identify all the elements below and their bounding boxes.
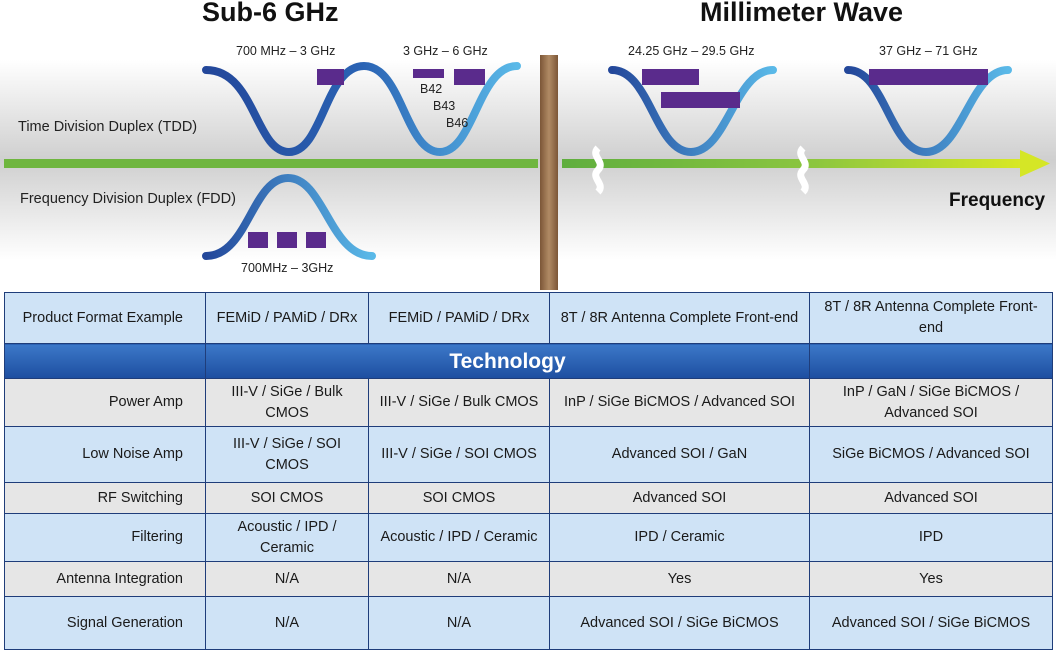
table-cell: SiGe BiCMOS / Advanced SOI — [809, 426, 1053, 483]
table-cell: SOI CMOS — [205, 482, 369, 514]
table-row: RF Switching SOI CMOS SOI CMOS Advanced … — [4, 482, 1053, 514]
band-label-b42: B42 — [420, 82, 443, 96]
table-row: Signal Generation N/A N/A Advanced SOI /… — [4, 596, 1053, 650]
table-cell: IPD — [809, 513, 1053, 562]
table-cell: Advanced SOI / GaN — [549, 426, 810, 483]
table-cell: III-V / SiGe / Bulk CMOS — [205, 378, 369, 427]
table-row: Power Amp III-V / SiGe / Bulk CMOS III-V… — [4, 378, 1053, 427]
range-mm-low: 24.25 GHz – 29.5 GHz — [628, 44, 755, 58]
axis-arrow — [1020, 150, 1050, 177]
fdd-label: Frequency Division Duplex (FDD) — [20, 191, 236, 207]
row-label: Product Format Example — [4, 292, 206, 344]
table-cell: Acoustic / IPD / Ceramic — [205, 513, 369, 562]
table-cell: IPD / Ceramic — [549, 513, 810, 562]
table-cell: Advanced SOI / SiGe BiCMOS — [549, 596, 810, 650]
fdd-curve — [202, 173, 376, 260]
technology-spacer — [4, 343, 206, 379]
range-sub6-low: 700 MHz – 3 GHz — [236, 44, 336, 58]
table-row: Antenna Integration N/A N/A Yes Yes — [4, 561, 1053, 597]
technology-header-row: Technology — [4, 343, 1053, 379]
table-cell: N/A — [205, 596, 369, 650]
frequency-label: Frequency — [949, 190, 1046, 211]
row-label: Signal Generation — [4, 596, 206, 650]
band-label-b46: B46 — [446, 116, 469, 130]
table-cell: III-V / SiGe / SOI CMOS — [368, 426, 550, 483]
range-mm-high: 37 GHz – 71 GHz — [879, 44, 978, 58]
technology-table: Product Format Example FEMiD / PAMiD / D… — [4, 292, 1053, 650]
mmwave-high-curve — [844, 66, 1012, 157]
table-cell: III-V / SiGe / Bulk CMOS — [368, 378, 550, 427]
axis-right — [562, 159, 1022, 168]
technology-heading: Technology — [205, 343, 810, 379]
divider — [540, 55, 558, 290]
break-mark-2 — [797, 145, 809, 195]
band-label-b43: B43 — [433, 99, 456, 113]
table-cell: FEMiD / PAMiD / DRx — [205, 292, 369, 344]
axis-left — [4, 159, 538, 168]
mmwave-title: Millimeter Wave — [700, 0, 904, 27]
technology-spacer — [809, 343, 1053, 379]
row-label: RF Switching — [4, 482, 206, 514]
table-cell: Advanced SOI — [809, 482, 1053, 514]
table-cell: InP / SiGe BiCMOS / Advanced SOI — [549, 378, 810, 427]
table-cell: InP / GaN / SiGe BiCMOS / Advanced SOI — [809, 378, 1053, 427]
band-blocks — [248, 69, 988, 248]
table-cell: Yes — [809, 561, 1053, 597]
row-label: Low Noise Amp — [4, 426, 206, 483]
table-cell: Yes — [549, 561, 810, 597]
range-fdd: 700MHz – 3GHz — [241, 261, 334, 275]
table-cell: Acoustic / IPD / Ceramic — [368, 513, 550, 562]
sub6-title: Sub-6 GHz — [202, 0, 339, 27]
table-row: Low Noise Amp III-V / SiGe / SOI CMOS II… — [4, 426, 1053, 483]
break-mark-1 — [592, 145, 604, 195]
product-format-row: Product Format Example FEMiD / PAMiD / D… — [4, 292, 1053, 344]
row-label: Power Amp — [4, 378, 206, 427]
table-cell: Advanced SOI / SiGe BiCMOS — [809, 596, 1053, 650]
table-cell: 8T / 8R Antenna Complete Front-end — [549, 292, 810, 344]
tdd-label: Time Division Duplex (TDD) — [18, 119, 198, 135]
row-label: Filtering — [4, 513, 206, 562]
spectrum-graphic — [0, 55, 1056, 290]
table-cell: N/A — [368, 561, 550, 597]
spectrum-diagram: Sub-6 GHz Millimeter Wave 700 MHz – 3 GH… — [0, 0, 1056, 290]
table-row: Filtering Acoustic / IPD / Ceramic Acous… — [4, 513, 1053, 562]
table-cell: III-V / SiGe / SOI CMOS — [205, 426, 369, 483]
table-cell: N/A — [205, 561, 369, 597]
table-cell: 8T / 8R Antenna Complete Front-end — [809, 292, 1053, 344]
table-cell: FEMiD / PAMiD / DRx — [368, 292, 550, 344]
table-cell: SOI CMOS — [368, 482, 550, 514]
table-cell: N/A — [368, 596, 550, 650]
range-sub6-mid: 3 GHz – 6 GHz — [403, 44, 488, 58]
mmwave-low-curve — [608, 66, 777, 157]
table-cell: Advanced SOI — [549, 482, 810, 514]
tdd-sub6-curve — [202, 61, 521, 157]
row-label: Antenna Integration — [4, 561, 206, 597]
